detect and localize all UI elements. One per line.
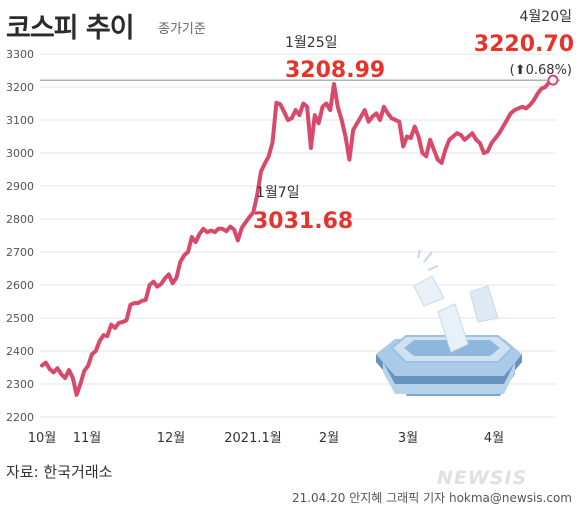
y-tick-label: 3000: [6, 147, 34, 160]
annotation-value: 3031.68: [253, 209, 353, 234]
x-axis-ticks: 10월 11월 12월 2021.1월 2월 3월 4월: [28, 431, 504, 446]
x-tick-label: 2월: [319, 431, 339, 446]
y-tick-label: 2200: [6, 411, 34, 424]
kospi-series-line: [40, 78, 555, 397]
x-tick-label: 4월: [484, 431, 504, 446]
watermark-logo: NEWSIS: [437, 467, 528, 489]
x-tick-label: 10월: [28, 431, 57, 446]
y-tick-label: 2700: [6, 246, 34, 259]
annotation-value: 3208.99: [285, 58, 385, 83]
data-source: 자료: 한국거래소: [6, 463, 113, 481]
y-tick-label: 3200: [6, 81, 34, 94]
annotation-jan7: 1월7일 3031.68: [253, 185, 353, 234]
end-point-marker: [547, 74, 559, 86]
y-tick-label: 2300: [6, 378, 34, 391]
y-tick-label: 2400: [6, 345, 34, 358]
y-tick-label: 2800: [6, 213, 34, 226]
chart-subtitle: 종가기준: [158, 22, 206, 37]
box-illustration: [376, 249, 522, 396]
annotation-date: 1월25일: [285, 35, 337, 51]
annotation-jan25: 1월25일 3208.99: [285, 35, 385, 83]
x-tick-label: 12월: [157, 431, 186, 446]
grid-lines: [40, 53, 556, 418]
x-tick-label: 3월: [398, 431, 418, 446]
annotation-date: 4월20일: [520, 9, 572, 25]
y-tick-label: 3300: [6, 48, 34, 61]
chart-title: 코스피 추이: [6, 13, 135, 44]
annotation-apr20: 4월20일 3220.70 (⬆0.68%): [474, 9, 574, 78]
y-tick-label: 2600: [6, 279, 34, 292]
annotation-date: 1월7일: [256, 185, 300, 201]
credit-line: 21.04.20 안지혜 그래픽 기자 hokma@newsis.com: [291, 491, 572, 505]
x-tick-label: 11월: [73, 431, 102, 446]
x-tick-label: 2021.1월: [224, 431, 281, 446]
y-tick-label: 2500: [6, 312, 34, 325]
y-axis-ticks: 2200 2300 2400 2500 2600 2700 2800 2900 3000 3100…: [6, 48, 34, 424]
annotation-value: 3220.70: [474, 32, 574, 57]
annotation-change: (⬆0.68%): [510, 63, 572, 78]
y-tick-label: 3100: [6, 114, 34, 127]
y-tick-label: 2900: [6, 180, 34, 193]
